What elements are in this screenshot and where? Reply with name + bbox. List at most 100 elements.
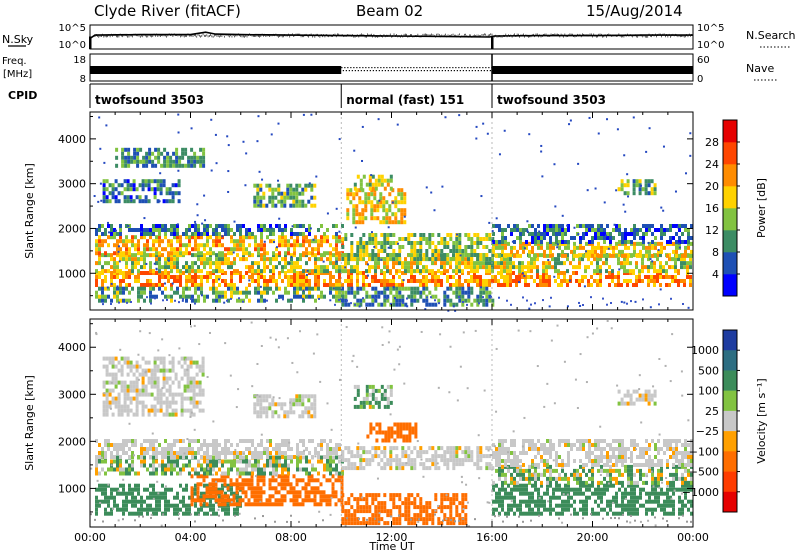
panel-pixel	[326, 467, 329, 472]
panel-pixel	[467, 261, 470, 266]
panel-pixel	[446, 286, 450, 291]
panel-pixel	[552, 228, 555, 232]
panel-pixel	[633, 232, 636, 236]
panel-pixel	[145, 155, 149, 160]
panel-pixel	[239, 279, 242, 283]
panel-pixel	[539, 283, 542, 287]
panel-pixel	[128, 224, 131, 228]
panel-pixel	[221, 290, 224, 295]
panel-pixel	[211, 494, 215, 499]
freq-sample	[374, 67, 376, 69]
panel-pixel	[159, 187, 163, 192]
panel-pixel	[536, 257, 539, 262]
panel-pixel	[504, 240, 507, 244]
scatter-pixel	[648, 127, 651, 130]
panel-pixel	[203, 471, 206, 476]
panel-pixel	[218, 298, 221, 303]
panel-pixel	[154, 163, 158, 168]
panel-pixel	[317, 279, 320, 283]
panel-pixel	[548, 261, 551, 266]
panel-pixel	[101, 265, 104, 270]
panel-pixel	[473, 233, 477, 237]
panel-pixel	[274, 203, 278, 208]
panel-pixel	[167, 507, 170, 512]
panel-pixel	[492, 245, 495, 250]
ground-scatter-pixel	[118, 301, 120, 304]
scatter-pixel	[561, 214, 564, 217]
panel-pixel	[573, 253, 576, 258]
panel-pixel	[159, 183, 163, 188]
panel-pixel	[284, 265, 287, 270]
panel-pixel	[358, 200, 362, 205]
panel-pixel	[356, 245, 360, 249]
panel-pixel	[113, 286, 116, 291]
panel-pixel	[452, 302, 456, 307]
panel-pixel	[479, 275, 482, 279]
panel-pixel	[244, 478, 248, 483]
panel-pixel	[218, 239, 221, 244]
panel-pixel	[349, 200, 353, 205]
panel-pixel	[392, 458, 396, 463]
panel-pixel	[137, 239, 140, 244]
panel-pixel	[212, 283, 215, 287]
panel-pixel	[425, 269, 428, 274]
scatter-pixel	[373, 245, 376, 248]
panel-pixel	[476, 269, 479, 274]
panel-pixel	[176, 471, 179, 476]
panel-pixel	[256, 199, 260, 204]
panel-pixel	[251, 265, 254, 270]
panel-pixel	[576, 253, 579, 258]
panel-pixel	[374, 269, 377, 274]
panel-pixel	[395, 241, 399, 245]
panel-pixel	[217, 502, 221, 507]
panel-pixel	[410, 279, 413, 283]
panel-pixel	[641, 269, 644, 274]
panel-pixel	[230, 463, 233, 468]
panel-pixel	[485, 257, 489, 261]
panel-pixel	[605, 257, 608, 262]
panel-pixel	[257, 283, 260, 287]
freq-sample	[434, 67, 436, 69]
panel-pixel	[128, 471, 131, 476]
panel-pixel	[215, 228, 218, 232]
nave-sample	[480, 70, 482, 72]
panel-pixel	[166, 159, 170, 164]
panel-pixel	[335, 463, 338, 468]
panel-pixel	[206, 294, 209, 299]
panel-pixel	[479, 257, 483, 261]
ground-scatter-pixel	[266, 299, 268, 302]
panel-pixel	[280, 494, 284, 499]
panel-pixel	[129, 183, 133, 188]
panel-pixel	[191, 447, 194, 451]
panel-pixel	[108, 199, 112, 204]
panel-pixel	[473, 275, 476, 279]
panel-pixel	[149, 507, 152, 512]
panel-pixel	[305, 455, 308, 460]
panel-pixel	[141, 199, 145, 204]
panel-pixel	[392, 294, 396, 299]
panel-pixel	[329, 243, 332, 248]
panel-pixel	[268, 187, 272, 192]
panel-pixel	[578, 257, 581, 262]
panel-pixel	[137, 511, 140, 516]
panel-pixel	[359, 249, 363, 253]
panel-pixel	[332, 247, 335, 252]
panel-pixel	[194, 279, 197, 283]
panel-pixel	[110, 495, 113, 500]
panel-pixel	[341, 450, 345, 455]
panel-pixel	[140, 235, 143, 240]
panel-pixel	[422, 283, 425, 287]
scatter-pixel	[329, 299, 332, 302]
panel-pixel	[176, 455, 179, 459]
panel-pixel	[639, 241, 642, 246]
panel-pixel	[365, 462, 369, 467]
panel-pixel	[683, 257, 686, 262]
panel-pixel	[119, 298, 122, 303]
panel-pixel	[253, 199, 257, 204]
panel-pixel	[368, 294, 372, 299]
scatter-pixel	[424, 308, 427, 311]
panel-pixel	[221, 507, 224, 512]
panel-pixel	[648, 253, 651, 258]
panel-pixel	[194, 243, 197, 248]
panel-pixel	[217, 498, 221, 503]
